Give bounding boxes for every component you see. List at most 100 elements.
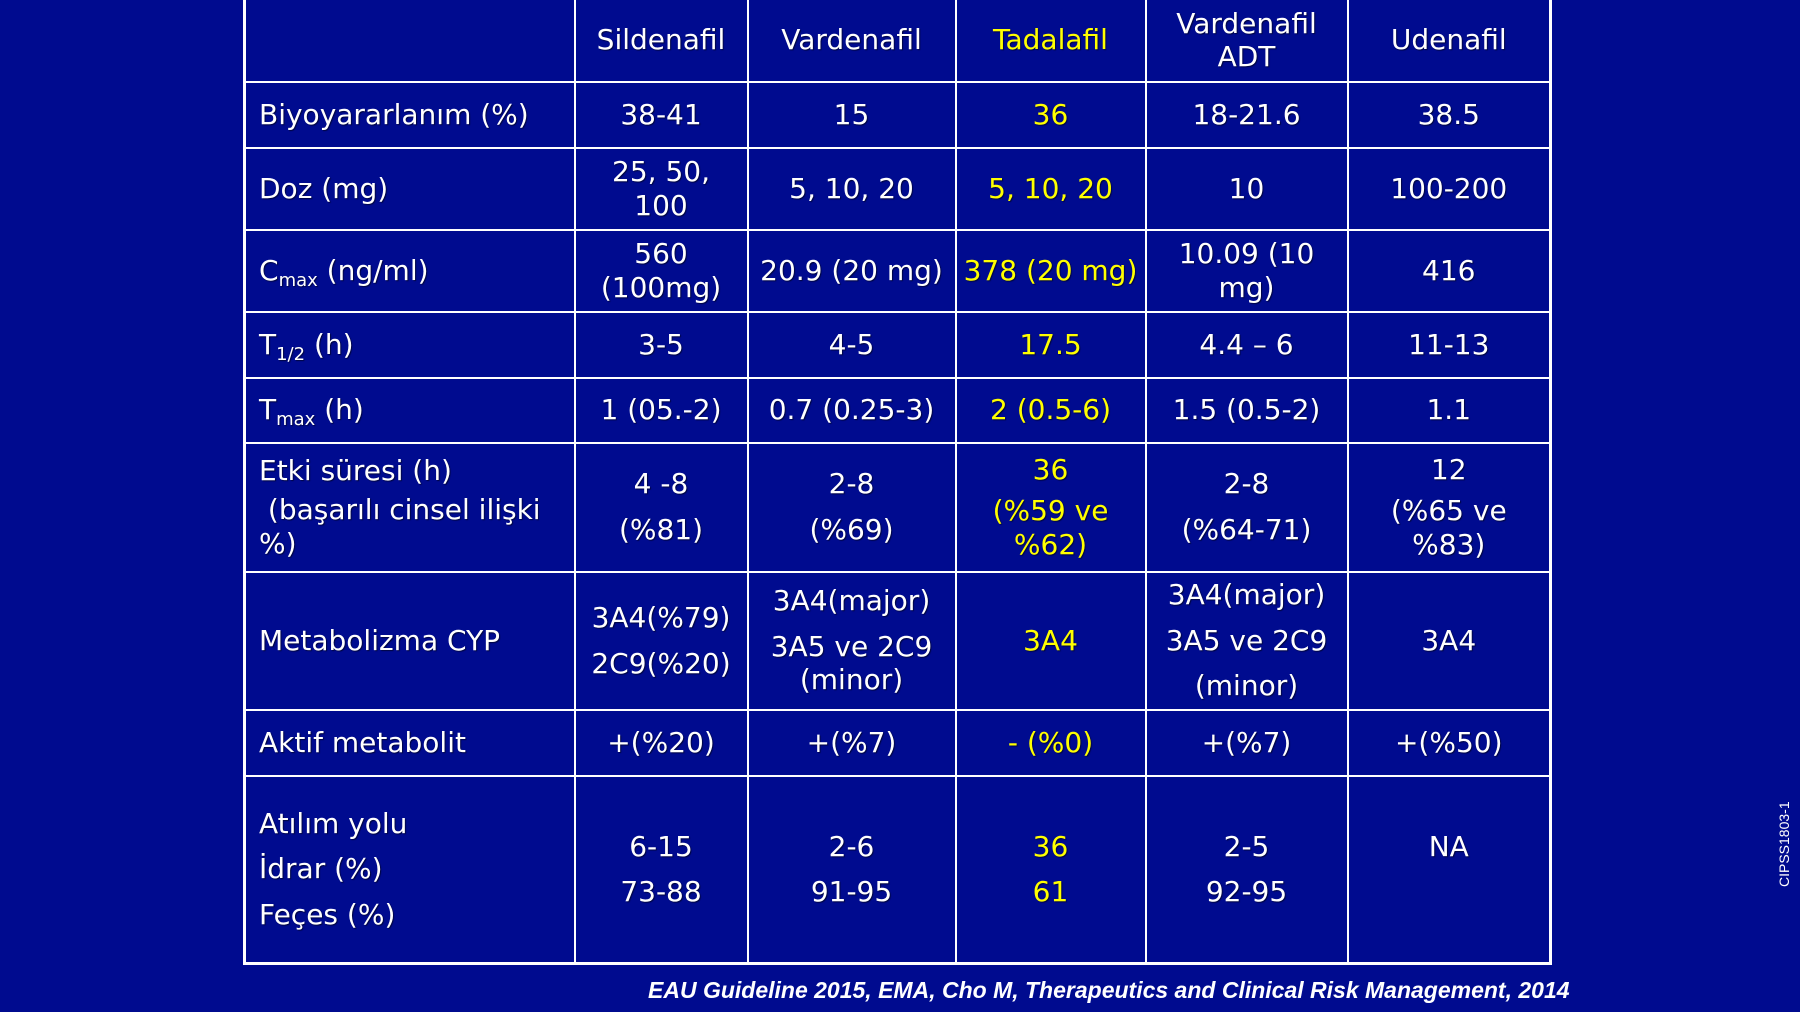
cell-cmax-sildenafil: 560 (100mg) <box>573 228 749 313</box>
cell-active-metabolite-tadalafil: - (%0) <box>954 708 1147 777</box>
cell-active-metabolite-udenafil: +(%50) <box>1346 708 1552 777</box>
row-label-cmax-rest: (ng/ml) <box>317 253 429 287</box>
row-label-duration-line3: %) <box>259 526 297 560</box>
row-label-cmax: Cmax (ng/ml) <box>243 228 576 313</box>
row-label-dose: Doz (mg) <box>243 146 576 231</box>
row-label-tmax: Tmax (h) <box>243 376 576 444</box>
row-label-duration: Etki süresi (h) (başarılı cinsel ilişki … <box>243 441 576 573</box>
row-excretion: Atılım yolu İdrar (%) Feçes (%) 6-15 73-… <box>243 774 1552 965</box>
row-cmax: Cmax (ng/ml) 560 (100mg) 20.9 (20 mg) 37… <box>243 228 1552 313</box>
cell-cmax-vardenafil-adt: 10.09 (10 mg) <box>1144 228 1349 313</box>
cell-duration-tadalafil-line3: %62) <box>1013 527 1088 561</box>
cell-duration-udenafil-line2: (%65 ve <box>1390 494 1507 528</box>
row-label-half-life-sub: 1/2 <box>276 343 306 365</box>
cell-duration-tadalafil-line2: (%59 ve <box>992 494 1109 528</box>
cell-half-life-vardenafil-adt: 4.4 – 6 <box>1144 310 1349 379</box>
row-duration: Etki süresi (h) (başarılı cinsel ilişki … <box>243 441 1552 573</box>
header-vardenafil-adt: Vardenafil ADT <box>1144 0 1349 83</box>
cell-dose-vardenafil: 5, 10, 20 <box>746 146 957 231</box>
cell-metabolism-vardenafil-line1: 3A4(major) <box>772 584 931 618</box>
header-row: Sildenafil Vardenafil Tadalafil Vardenaf… <box>243 0 1552 83</box>
cell-tmax-sildenafil: 1 (05.-2) <box>573 376 749 444</box>
cell-excretion-udenafil: NA <box>1346 774 1552 965</box>
cell-cmax-tadalafil: 378 (20 mg) <box>954 228 1147 313</box>
cell-duration-vardenafil-adt-line2: (%64-71) <box>1181 513 1312 546</box>
row-label-excretion-line1: Atılım yolu <box>259 806 408 840</box>
citation: EAU Guideline 2015, EMA, Cho M, Therapeu… <box>648 977 1570 1003</box>
cell-cmax-sildenafil-line1: 560 <box>634 236 688 270</box>
cell-metabolism-sildenafil: 3A4(%79) 2C9(%20) <box>573 570 749 711</box>
cell-metabolism-vardenafil-adt-line1: 3A4(major) <box>1167 578 1326 612</box>
cell-half-life-tadalafil: 17.5 <box>954 310 1147 379</box>
cell-metabolism-udenafil: 3A4 <box>1346 570 1552 711</box>
cell-dose-udenafil: 100-200 <box>1346 146 1552 231</box>
cell-excretion-vardenafil-adt-urine: 2-5 <box>1223 829 1270 863</box>
cell-duration-tadalafil: 36 (%59 ve %62) <box>954 441 1147 573</box>
cell-bioavailability-vardenafil: 15 <box>746 80 957 149</box>
row-bioavailability: Biyoyararlanım (%) 38-41 15 36 18-21.6 3… <box>243 80 1552 149</box>
row-half-life: T1/2 (h) 3-5 4-5 17.5 4.4 – 6 11-13 <box>243 310 1552 379</box>
cell-cmax-vardenafil-adt-line1: 10.09 (10 <box>1178 236 1315 270</box>
cell-tmax-tadalafil: 2 (0.5-6) <box>954 376 1147 444</box>
cell-metabolism-vardenafil-adt: 3A4(major) 3A5 ve 2C9 (minor) <box>1144 570 1349 711</box>
header-vardenafil-adt-line1: Vardenafil <box>1176 6 1317 40</box>
cell-half-life-vardenafil: 4-5 <box>746 310 957 379</box>
cell-metabolism-vardenafil-line2: 3A5 ve 2C9 <box>770 629 933 663</box>
row-tmax: Tmax (h) 1 (05.-2) 0.7 (0.25-3) 2 (0.5-6… <box>243 376 1552 444</box>
cell-duration-udenafil-line3: %83) <box>1412 527 1486 561</box>
row-label-metabolism: Metabolizma CYP <box>243 570 576 711</box>
cell-excretion-tadalafil-feces: 61 <box>1032 875 1069 909</box>
cell-dose-vardenafil-adt: 10 <box>1144 146 1349 231</box>
row-label-bioavailability: Biyoyararlanım (%) <box>243 80 576 149</box>
row-label-excretion-line2: İdrar (%) <box>259 852 383 886</box>
cell-excretion-vardenafil-adt-feces: 92-95 <box>1205 875 1288 909</box>
row-label-active-metabolite: Aktif metabolit <box>243 708 576 777</box>
cell-dose-sildenafil-line2: 100 <box>634 188 688 222</box>
cell-excretion-sildenafil: 6-15 73-88 <box>573 774 749 965</box>
cell-cmax-vardenafil-adt-line2: mg) <box>1218 270 1275 304</box>
cell-tmax-udenafil: 1.1 <box>1346 376 1552 444</box>
cell-metabolism-tadalafil: 3A4 <box>954 570 1147 711</box>
row-label-half-life-rest: (h) <box>305 327 354 361</box>
cell-tmax-vardenafil: 0.7 (0.25-3) <box>746 376 957 444</box>
cell-duration-vardenafil-adt-line1: 2-8 <box>1223 467 1270 501</box>
cell-duration-vardenafil: 2-8 (%69) <box>746 441 957 573</box>
cell-duration-vardenafil-line1: 2-8 <box>828 467 875 501</box>
cell-bioavailability-sildenafil: 38-41 <box>573 80 749 149</box>
cell-active-metabolite-vardenafil-adt: +(%7) <box>1144 708 1349 777</box>
cell-dose-tadalafil: 5, 10, 20 <box>954 146 1147 231</box>
row-label-cmax-main: C <box>259 253 279 287</box>
row-active-metabolite: Aktif metabolit +(%20) +(%7) - (%0) +(%7… <box>243 708 1552 777</box>
cell-cmax-vardenafil: 20.9 (20 mg) <box>746 228 957 313</box>
cell-excretion-tadalafil: 36 61 <box>954 774 1147 965</box>
cell-metabolism-vardenafil-adt-line2: 3A5 ve 2C9 <box>1165 623 1328 657</box>
cell-excretion-sildenafil-feces: 73-88 <box>620 875 702 909</box>
row-label-duration-line2: (başarılı cinsel ilişki <box>259 493 541 527</box>
cell-excretion-sildenafil-urine: 6-15 <box>629 829 693 863</box>
cell-excretion-udenafil-value: NA <box>1428 829 1469 863</box>
row-label-excretion: Atılım yolu İdrar (%) Feçes (%) <box>243 774 576 965</box>
cell-metabolism-vardenafil-adt-line3: (minor) <box>1194 669 1299 703</box>
pde5-comparison-table: Sildenafil Vardenafil Tadalafil Vardenaf… <box>243 0 1552 965</box>
cell-excretion-tadalafil-urine: 36 <box>1032 829 1069 863</box>
cell-active-metabolite-vardenafil: +(%7) <box>746 708 957 777</box>
cell-metabolism-vardenafil-line3: (minor) <box>799 663 904 697</box>
row-label-half-life: T1/2 (h) <box>243 310 576 379</box>
header-sildenafil: Sildenafil <box>573 0 749 83</box>
row-label-tmax-sub: max <box>276 409 316 431</box>
cell-half-life-sildenafil: 3-5 <box>573 310 749 379</box>
cell-excretion-vardenafil: 2-6 91-95 <box>746 774 957 965</box>
cell-duration-sildenafil-line1: 4 -8 <box>633 467 689 501</box>
cell-excretion-vardenafil-urine: 2-6 <box>828 829 875 863</box>
row-metabolism: Metabolizma CYP 3A4(%79) 2C9(%20) 3A4(ma… <box>243 570 1552 711</box>
cell-tmax-vardenafil-adt: 1.5 (0.5-2) <box>1144 376 1349 444</box>
cell-duration-sildenafil-line2: (%81) <box>618 513 704 546</box>
row-label-half-life-main: T <box>259 327 277 361</box>
header-vardenafil-adt-line2: ADT <box>1217 40 1276 74</box>
cell-cmax-sildenafil-line2: (100mg) <box>600 270 722 304</box>
header-vardenafil: Vardenafil <box>746 0 957 83</box>
cell-half-life-udenafil: 11-13 <box>1346 310 1552 379</box>
cell-duration-vardenafil-line2: (%69) <box>809 513 894 546</box>
row-dose: Doz (mg) 25, 50, 100 5, 10, 20 5, 10, 20… <box>243 146 1552 231</box>
slide-code: CIPSS1803-1 <box>1776 801 1792 887</box>
